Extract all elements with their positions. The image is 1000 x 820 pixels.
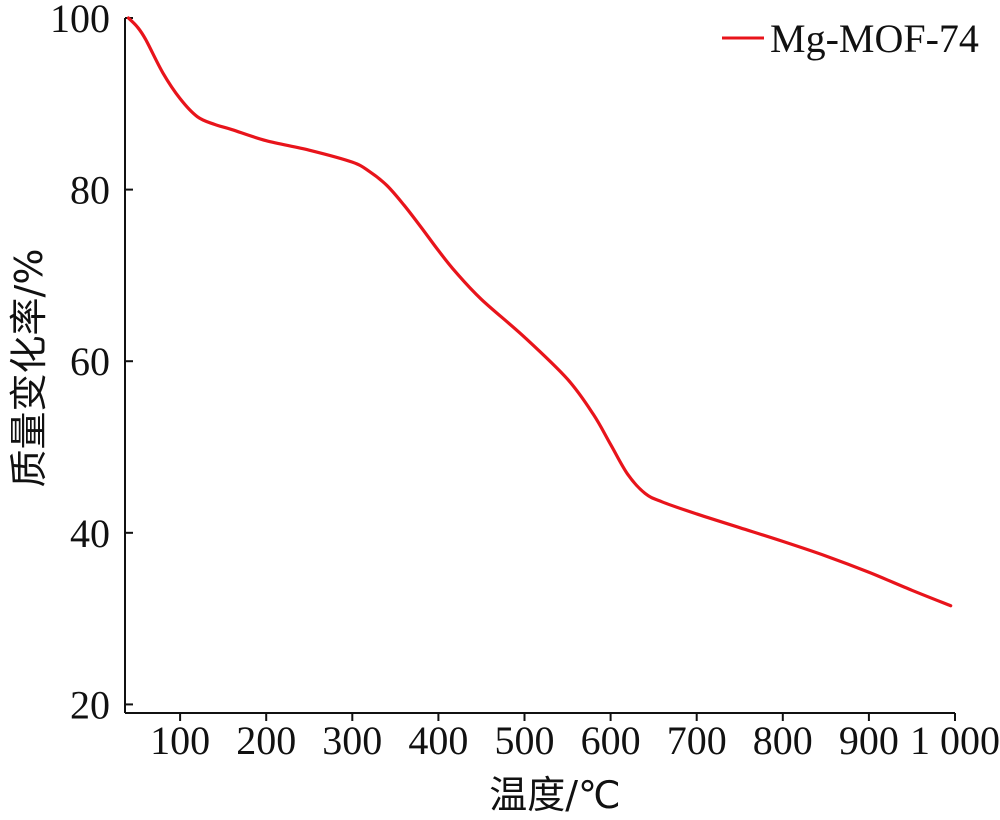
x-tick-label: 300	[322, 718, 382, 763]
y-axis-ticks: 20 40 60 80 100	[50, 0, 133, 727]
y-tick-label: 60	[70, 339, 110, 384]
y-tick-label: 40	[70, 511, 110, 556]
y-tick-label: 20	[70, 682, 110, 727]
x-tick-label: 900	[839, 718, 899, 763]
x-tick-label: 400	[408, 718, 468, 763]
x-axis-title: 温度/℃	[489, 773, 620, 817]
y-tick-label: 100	[50, 0, 110, 41]
x-tick-label: 700	[667, 718, 727, 763]
y-axis-title: 质量变化率/%	[7, 249, 51, 488]
legend-label-mg-mof-74: Mg-MOF-74	[770, 16, 979, 61]
series-layer	[126, 16, 953, 608]
axes	[124, 18, 955, 714]
y-tick-label: 80	[70, 168, 110, 213]
series-line-mg-mof-74	[126, 16, 953, 608]
legend: Mg-MOF-74	[722, 16, 979, 61]
x-tick-label: 500	[495, 718, 555, 763]
x-tick-label: 1 000	[910, 718, 1000, 763]
x-tick-label: 200	[236, 718, 296, 763]
x-tick-label: 800	[753, 718, 813, 763]
x-axis-ticks: 100 200 300 400 500 600 700 800 900 1 000	[150, 713, 1000, 763]
x-tick-label: 100	[150, 718, 210, 763]
x-tick-label: 600	[581, 718, 641, 763]
